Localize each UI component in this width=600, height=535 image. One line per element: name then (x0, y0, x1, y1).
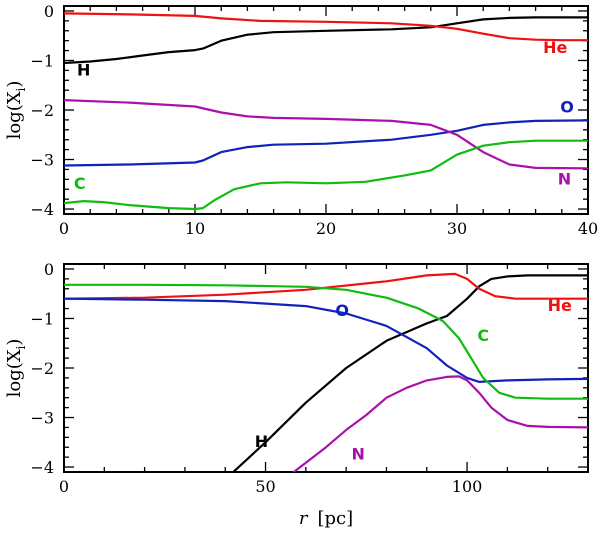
x-tick-label: 30 (447, 219, 467, 238)
series-label-c: C (74, 174, 86, 193)
y-tick-label: −4 (30, 458, 54, 477)
series-line-he (64, 12, 588, 42)
y-tick-label: 0 (44, 2, 54, 21)
x-tick-label: 0 (59, 477, 69, 496)
series-line-n (292, 375, 588, 472)
series-line-c (64, 139, 588, 211)
series-line-h (232, 274, 588, 472)
series-line-o (64, 297, 588, 383)
series-line-h (64, 16, 588, 65)
y-tick-label: −4 (30, 200, 54, 219)
x-tick-label: 100 (452, 477, 483, 496)
y-tick-label: −1 (30, 51, 54, 70)
series-label-c: C (477, 326, 489, 345)
plot-frame (63, 263, 589, 473)
series-lines (64, 12, 588, 211)
series-label-h: H (255, 432, 268, 451)
y-tick-label: −3 (30, 409, 54, 428)
y-tick-label: −2 (30, 359, 54, 378)
axis-ticks (63, 264, 589, 472)
series-line-he (64, 272, 588, 300)
axis-ticks (63, 6, 589, 214)
series-line-n (64, 98, 588, 170)
series-label-n: N (558, 169, 571, 188)
y-tick-label: −2 (30, 101, 54, 120)
y-tick-label: 0 (44, 260, 54, 279)
y-tick-label: −3 (30, 151, 54, 170)
y-tick-label: −1 (30, 309, 54, 328)
y-axis-label: log(Xi) (4, 339, 28, 398)
series-label-o: O (560, 97, 574, 116)
series-label-he: He (543, 38, 567, 57)
x-tick-label: 0 (59, 219, 69, 238)
x-axis-label: r [pc] (299, 508, 353, 529)
y-axis-label: log(Xi) (4, 81, 28, 140)
x-tick-label: 10 (185, 219, 205, 238)
x-tick-label: 50 (255, 477, 275, 496)
x-tick-label: 40 (578, 219, 598, 238)
series-label-h: H (77, 60, 90, 79)
series-line-c (64, 283, 588, 400)
series-label-o: O (335, 301, 349, 320)
series-lines (64, 272, 588, 472)
series-label-he: He (548, 296, 572, 315)
series-line-o (64, 119, 588, 167)
series-label-n: N (352, 445, 365, 464)
bottom-panel: 0 50 100 0 −1 −2 −3 −4 log(Xi) r [pc] H He O N C (4, 260, 589, 529)
top-panel: 0 10 20 30 40 0 −1 −2 −3 −4 log(Xi) H He O N C (4, 2, 598, 238)
x-tick-label: 20 (316, 219, 336, 238)
